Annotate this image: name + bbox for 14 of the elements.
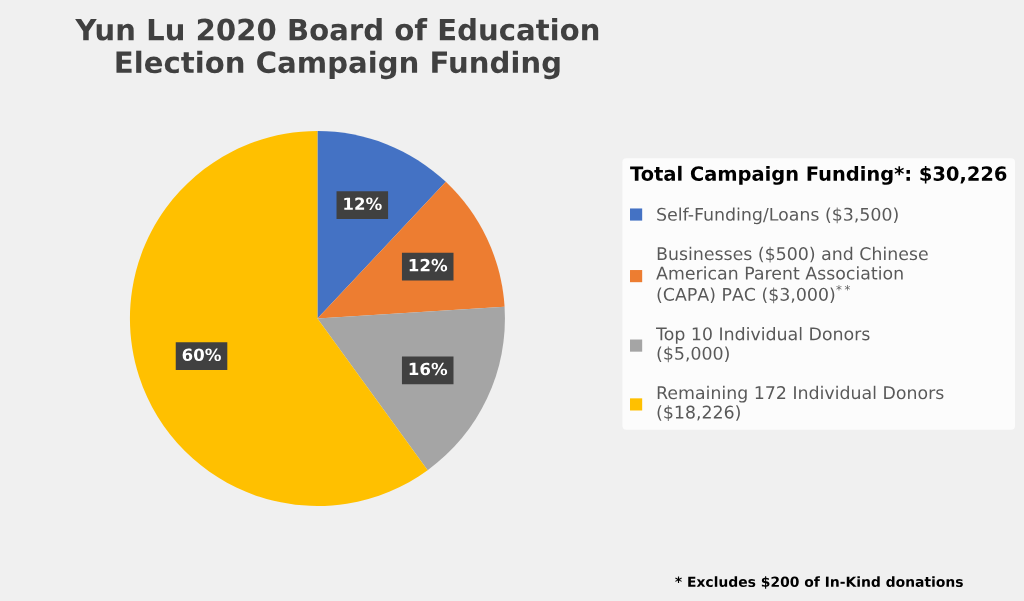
pie-slice	[317, 181, 505, 319]
data-label: 60%	[182, 348, 221, 362]
legend-title: Total Campaign Funding*: $30,226	[630, 165, 1007, 185]
data-label: 12%	[409, 258, 448, 272]
legend-label: Businesses ($500) and Chinese American Parent Association (CAPA) PAC ($3,000)$^{**}$	[656, 246, 928, 304]
pie-slice	[317, 131, 446, 319]
legend-label: Self-Funding/Loans ($3,500)	[657, 207, 898, 225]
data-label: 12%	[344, 197, 382, 211]
legend-label: Remaining 172 Individual Donors ($18,226)	[657, 385, 944, 421]
legend-label: Top 10 Individual Donors ($5,000)	[656, 326, 870, 363]
text: * Excludes $200 of In-Kind donations	[675, 576, 963, 589]
chart-title: Yun Lu 2020 Board of Education Election Campaign Funding	[75, 18, 599, 80]
pie-slice	[317, 306, 505, 471]
data-label: 16%	[409, 362, 448, 376]
